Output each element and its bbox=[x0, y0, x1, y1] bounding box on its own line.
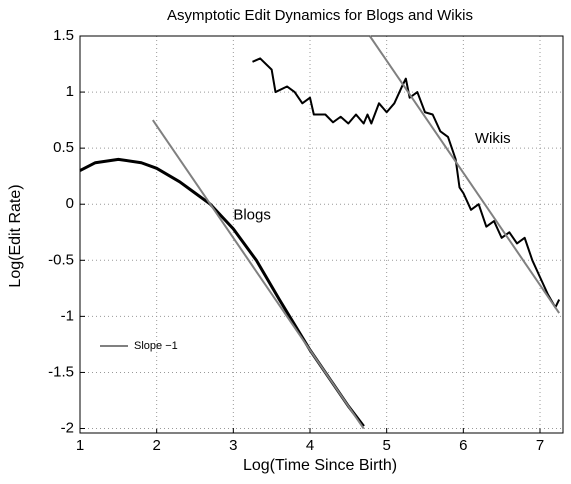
chart-title: Asymptotic Edit Dynamics for Blogs and W… bbox=[167, 7, 473, 24]
y-axis-label: Log(Edit Rate) bbox=[7, 184, 24, 287]
series-line bbox=[152, 119, 365, 430]
y-tick-label: -0.5 bbox=[48, 251, 74, 268]
series-line bbox=[368, 35, 560, 314]
legend-label: Slope −1 bbox=[134, 340, 178, 352]
x-tick-label: 2 bbox=[152, 437, 160, 454]
y-tick-label: 0.5 bbox=[53, 139, 74, 156]
x-tick-label: 4 bbox=[306, 437, 314, 454]
y-tick-label: 1.5 bbox=[53, 27, 74, 44]
annotation: Wikis bbox=[475, 130, 511, 147]
y-tick-label: -2 bbox=[61, 419, 74, 436]
series-line bbox=[252, 57, 561, 309]
x-axis-label: Log(Time Since Birth) bbox=[243, 457, 397, 474]
y-tick-label: 1 bbox=[66, 83, 74, 100]
y-tick-label: 0 bbox=[66, 195, 74, 212]
plot-area bbox=[80, 36, 563, 433]
x-tick-label: 6 bbox=[459, 437, 467, 454]
y-tick-label: -1.5 bbox=[48, 363, 74, 380]
x-tick-label: 3 bbox=[229, 437, 237, 454]
axes-box bbox=[79, 35, 564, 434]
annotation: Blogs bbox=[233, 206, 271, 223]
x-tick-label: 7 bbox=[536, 437, 544, 454]
y-tick-label: -1 bbox=[61, 307, 74, 324]
x-tick-label: 5 bbox=[382, 437, 390, 454]
x-tick-label: 1 bbox=[76, 437, 84, 454]
